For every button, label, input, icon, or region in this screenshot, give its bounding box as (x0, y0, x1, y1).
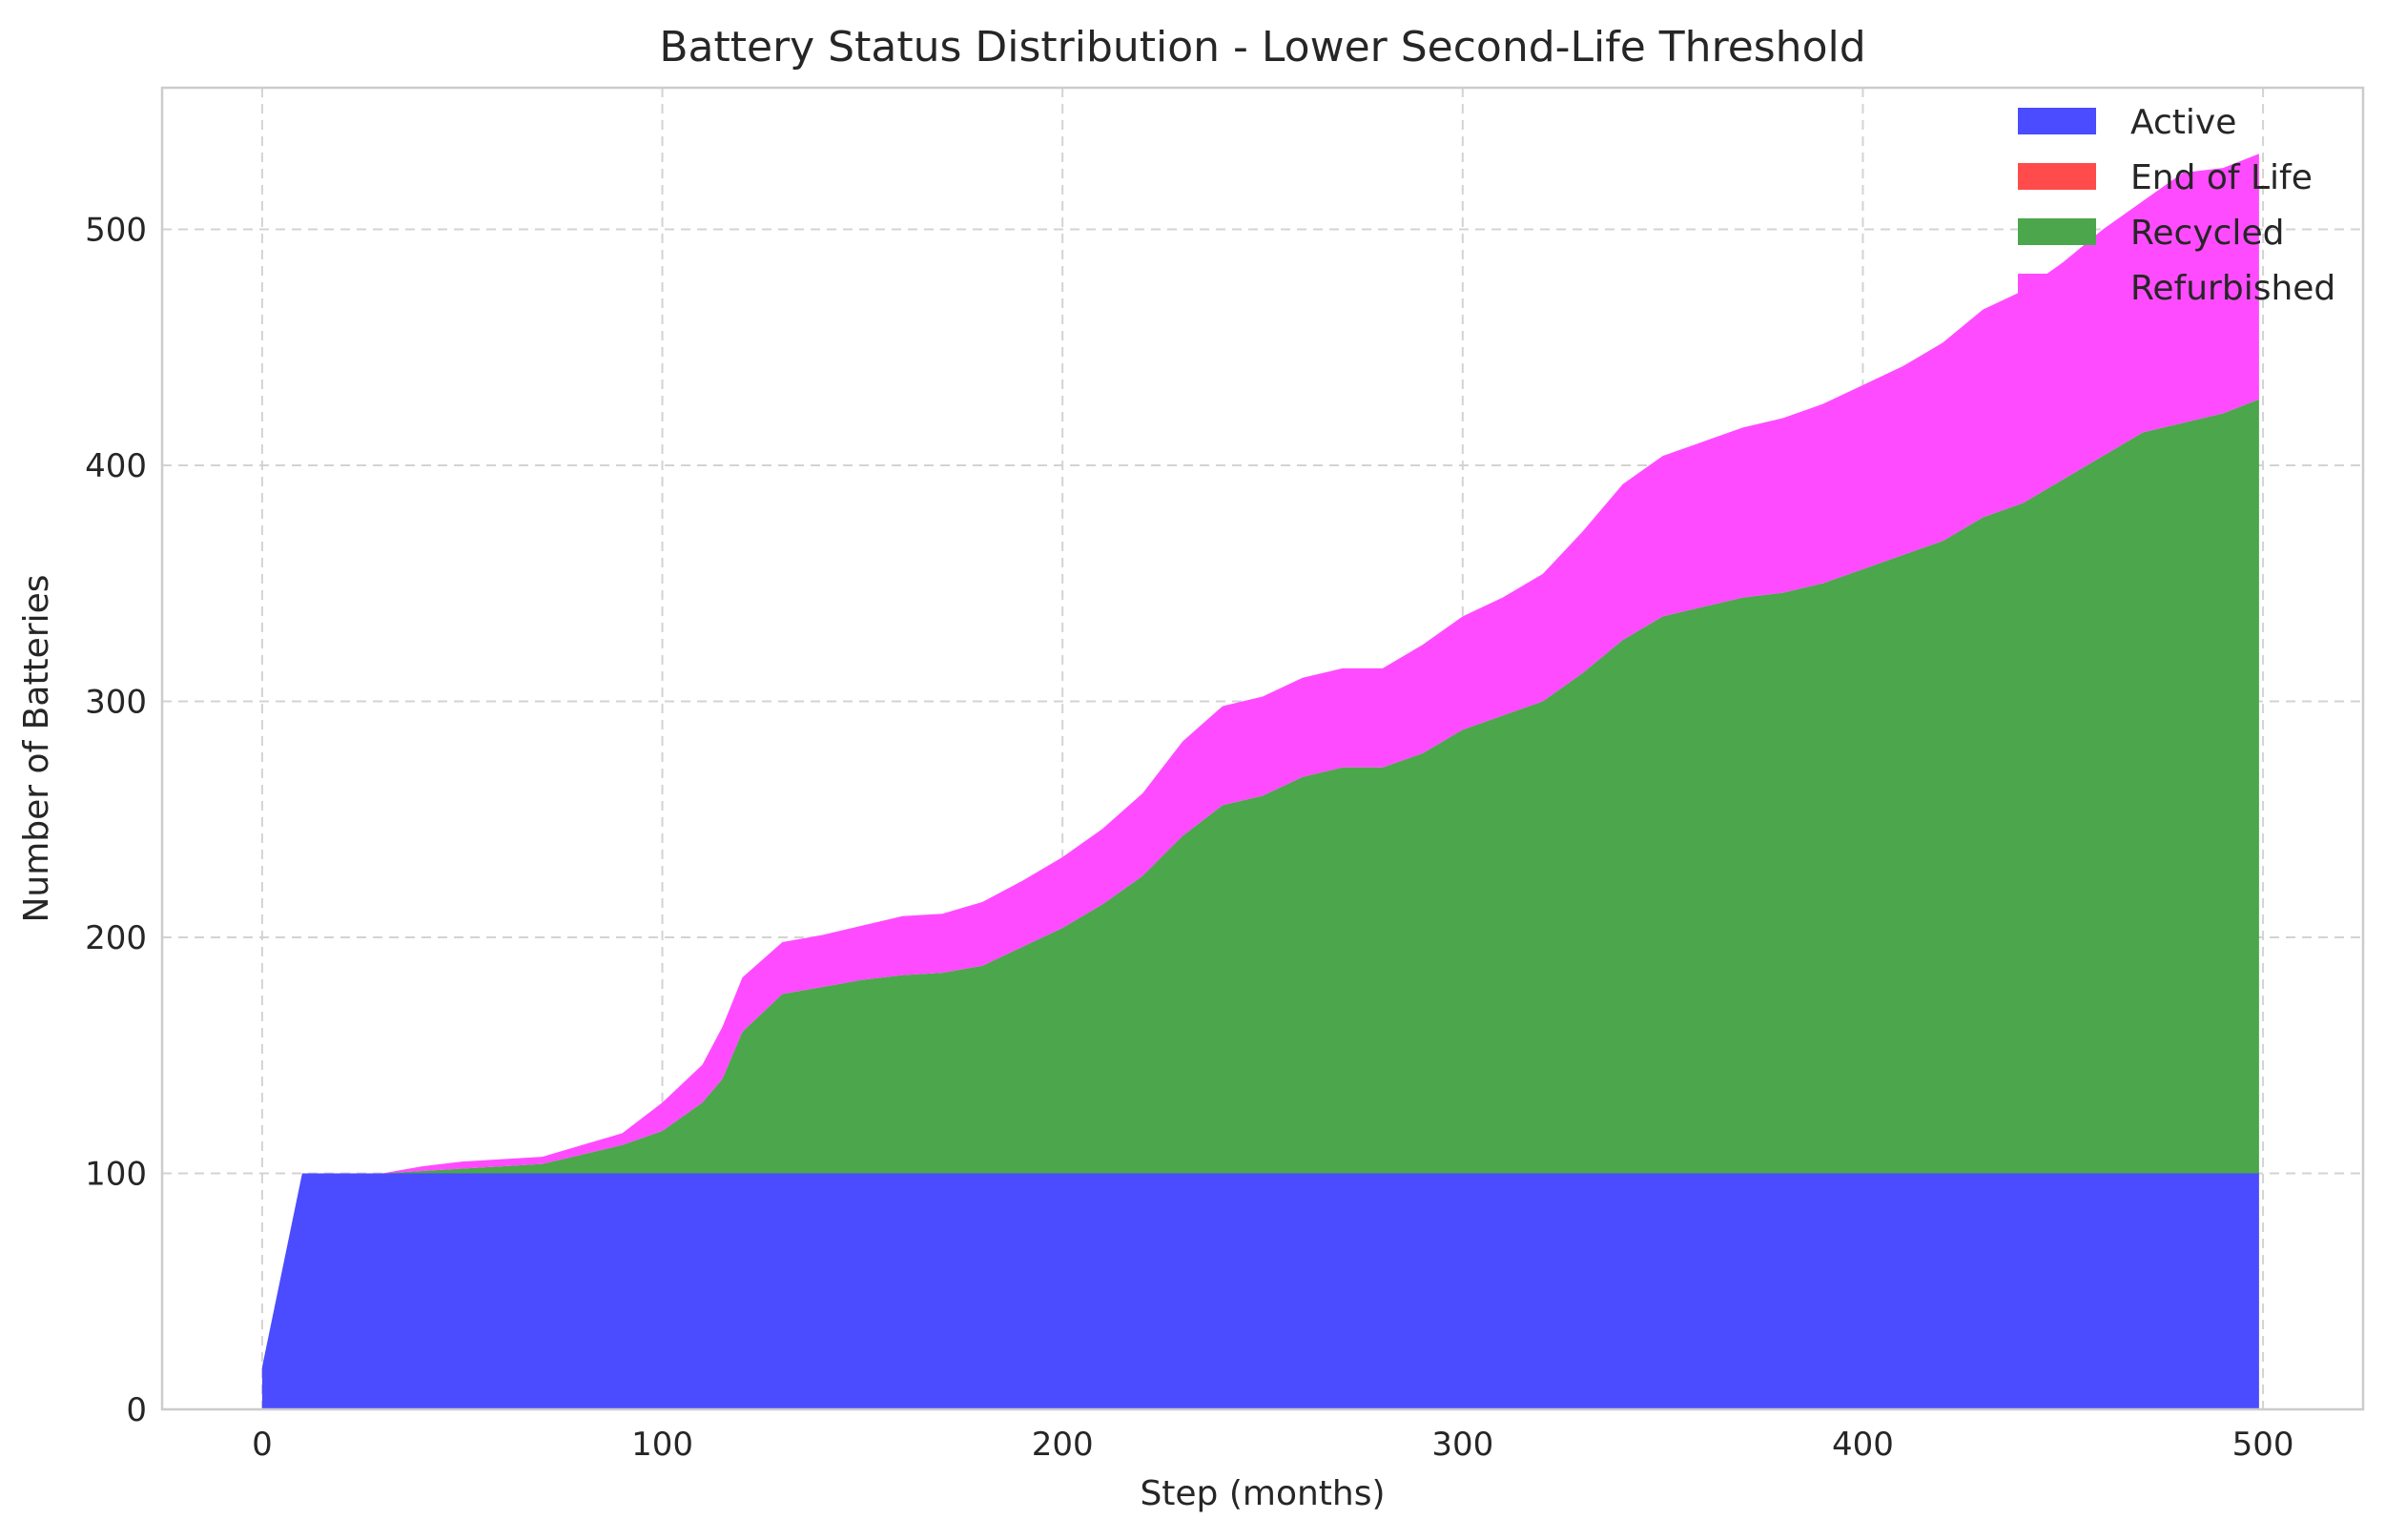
y-tick-label: 300 (85, 684, 147, 722)
area-active (261, 1173, 2259, 1409)
y-tick-label: 200 (85, 919, 147, 957)
y-tick-label: 400 (85, 447, 147, 485)
x-tick-label: 300 (1431, 1426, 1493, 1464)
area-recycled (261, 399, 2259, 1367)
x-tick-label: 100 (631, 1426, 693, 1464)
y-tick-label: 500 (85, 212, 147, 250)
area-refurbished (261, 154, 2259, 1367)
y-tick-label: 0 (126, 1391, 147, 1429)
legend: Active End of Life Recycled Refurbished (2018, 103, 2335, 308)
y-axis-label: Number of Batteries (17, 574, 56, 922)
x-tick-label: 500 (2232, 1426, 2294, 1464)
legend-label-refurbished: Refurbished (2130, 269, 2335, 308)
legend-swatch-refurbished (2018, 274, 2096, 300)
plot-frame (160, 86, 2365, 1411)
y-axis-ticks: 0 100 200 300 400 500 (85, 212, 147, 1430)
chart-title: Battery Status Distribution - Lower Seco… (659, 23, 1865, 72)
x-axis-label: Step (months) (1140, 1474, 1385, 1513)
area-series-layer (261, 154, 2259, 1409)
legend-label-recycled: Recycled (2130, 214, 2284, 253)
legend-label-active: Active (2130, 103, 2236, 142)
legend-swatch-end-of-life (2018, 163, 2096, 190)
y-tick-label: 100 (85, 1156, 147, 1194)
x-tick-label: 0 (252, 1426, 273, 1464)
x-axis-ticks: 0 100 200 300 400 500 (252, 1426, 2293, 1464)
x-tick-label: 200 (1032, 1426, 1094, 1464)
legend-swatch-active (2018, 108, 2096, 134)
x-tick-label: 400 (1832, 1426, 1894, 1464)
legend-swatch-recycled (2018, 218, 2096, 245)
legend-label-end-of-life: End of Life (2130, 158, 2313, 197)
